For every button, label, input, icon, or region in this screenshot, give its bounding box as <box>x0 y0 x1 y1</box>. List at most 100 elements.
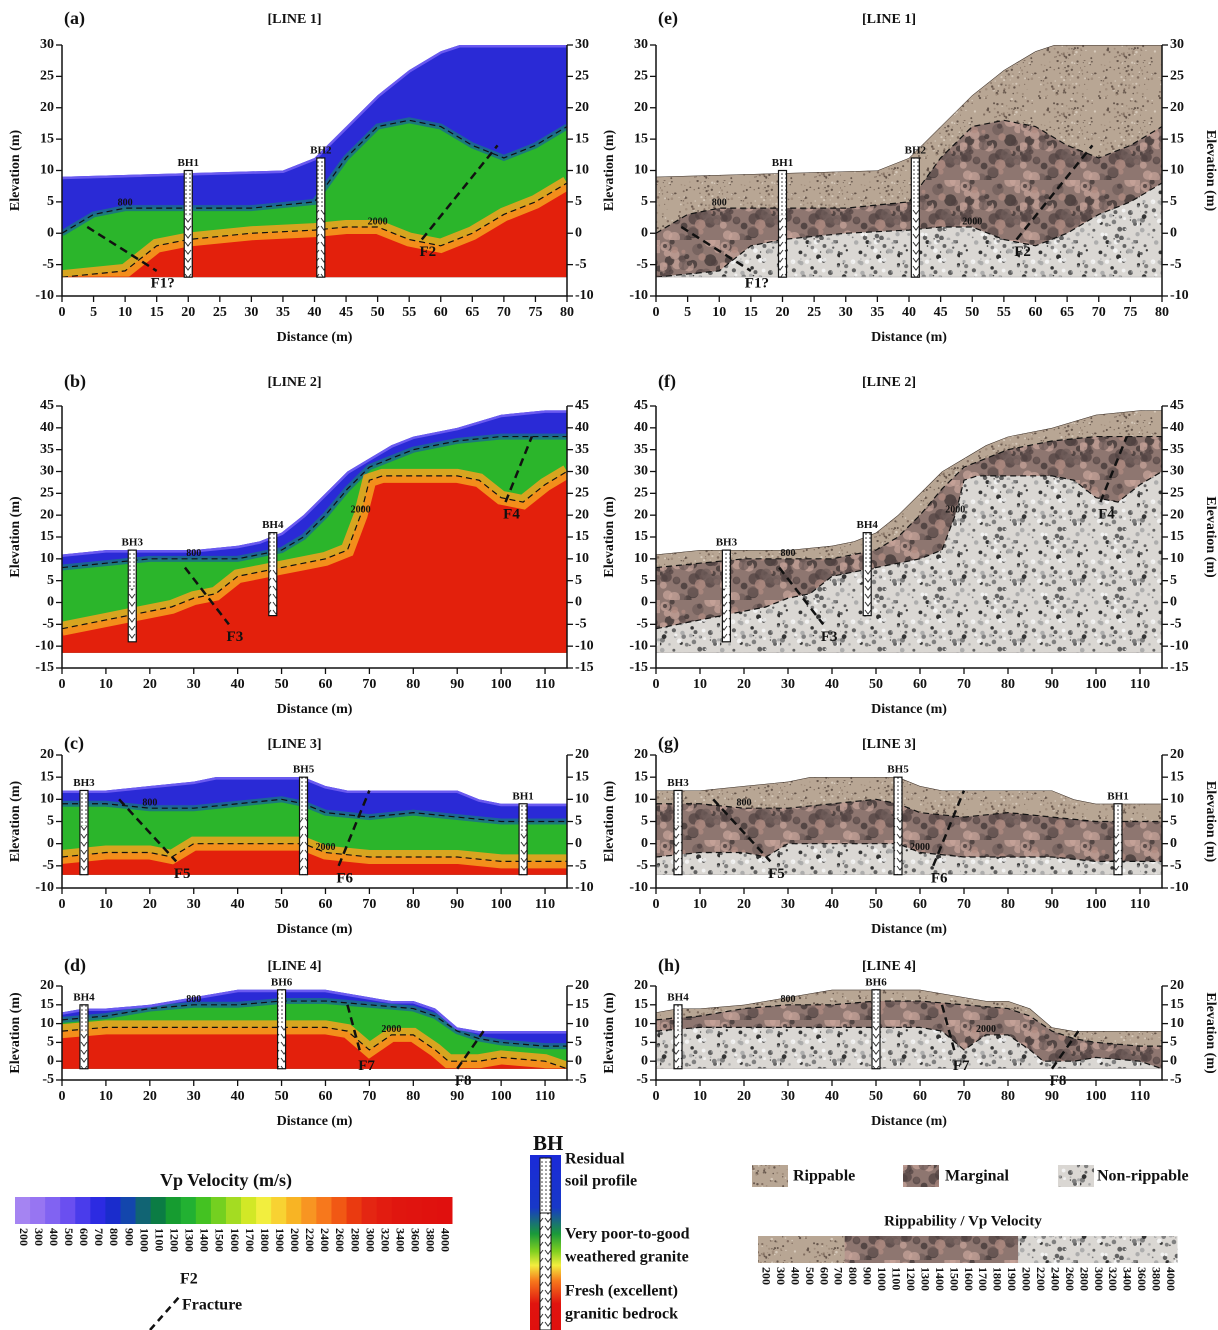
fracture-legend-label: Fracture <box>182 1297 242 1314</box>
y2-tick-label: 5 <box>575 1035 582 1050</box>
rippability-colorbar-cell <box>888 1236 903 1263</box>
y2-tick-label: -5 <box>1170 617 1182 632</box>
colorbar-tick-label: 3600 <box>1135 1267 1149 1291</box>
y2-tick-label: 30 <box>1170 37 1184 52</box>
panel-label: (c) <box>64 733 84 754</box>
y2-tick-label: 35 <box>1170 442 1184 457</box>
y-axis-label: Elevation (m) <box>8 130 23 212</box>
y2-tick-label: 25 <box>575 486 589 501</box>
velocity-colorbar-cell <box>195 1197 212 1224</box>
velocity-colorbar-cell <box>346 1197 363 1224</box>
x-tick-label: 20 <box>143 1089 157 1104</box>
rippability-colorbar-cell <box>772 1236 788 1263</box>
colorbar-tick-label: 1400 <box>933 1267 947 1291</box>
y-tick-label: -15 <box>629 660 648 675</box>
x-tick-label: 100 <box>1086 1089 1107 1104</box>
colorbar-tick-label: 600 <box>77 1228 91 1246</box>
x-tick-label: 50 <box>869 677 883 692</box>
fracture-legend-line <box>149 1295 181 1330</box>
panel-label: (d) <box>64 955 86 976</box>
y2-tick-label: -15 <box>1170 660 1189 675</box>
y-tick-label: 45 <box>40 398 54 413</box>
colorbar-tick-label: 700 <box>832 1267 846 1285</box>
y-tick-label: 45 <box>634 398 648 413</box>
x-tick-label: 100 <box>1086 897 1107 912</box>
panel-label: (h) <box>658 955 680 976</box>
colorbar-tick-label: 2400 <box>1048 1267 1062 1291</box>
y-tick-label: 25 <box>634 69 648 84</box>
x-tick-label: 40 <box>825 677 839 692</box>
colorbar-tick-label: 1600 <box>962 1267 976 1291</box>
rippability-colorbar-cell <box>989 1236 1005 1263</box>
borehole <box>183 169 193 278</box>
y-tick-label: 5 <box>47 1035 54 1050</box>
panel-label: (e) <box>658 8 678 29</box>
y-tick-label: 10 <box>40 551 54 566</box>
fracture-label: F2 <box>1014 244 1031 260</box>
bh-legend-rock <box>539 1212 552 1330</box>
x-tick-label: 60 <box>913 897 927 912</box>
x-tick-label: 10 <box>99 1089 113 1104</box>
bh-legend-label: soil profile <box>565 1173 637 1190</box>
y2-tick-label: -10 <box>1170 288 1189 303</box>
y-tick-label: 15 <box>634 529 648 544</box>
y2-tick-label: -10 <box>575 288 594 303</box>
x-tick-label: 20 <box>737 1089 751 1104</box>
y-tick-label: 10 <box>40 163 54 178</box>
y2-tick-label: 5 <box>1170 1035 1177 1050</box>
contour-line <box>62 119 567 234</box>
y2-tick-label: 0 <box>575 595 582 610</box>
colorbar-tick-label: 1200 <box>167 1228 181 1252</box>
rippability-colorbar-cell <box>786 1236 802 1263</box>
y-tick-label: 35 <box>40 442 54 457</box>
y2-tick-label: 30 <box>575 464 589 479</box>
x-tick-label: 10 <box>712 305 726 320</box>
x-tick-label: 50 <box>869 1089 883 1104</box>
x-tick-label: 60 <box>913 1089 927 1104</box>
x-tick-label: 45 <box>339 305 353 320</box>
layer-below-contour <box>656 1027 1162 1069</box>
x-axis-label: Distance (m) <box>277 922 353 937</box>
fracture-label: F2 <box>419 244 436 260</box>
y-tick-label: 25 <box>634 486 648 501</box>
borehole-rock <box>863 567 872 616</box>
fracture <box>778 566 825 626</box>
borehole-rock <box>184 215 193 278</box>
y2-tick-label: 20 <box>575 978 589 993</box>
x-axis-label: Distance (m) <box>277 330 353 345</box>
x-tick-label: 50 <box>371 305 385 320</box>
fracture-label: F3 <box>227 629 244 645</box>
y-tick-label: 10 <box>40 1016 54 1031</box>
x-tick-label: 40 <box>902 305 916 320</box>
velocity-colorbar-cell <box>210 1197 227 1224</box>
velocity-colorbar-cell <box>376 1197 393 1224</box>
borehole-label: BH1 <box>178 157 199 169</box>
x-tick-label: 110 <box>535 677 555 692</box>
x-tick-label: 70 <box>497 305 511 320</box>
rippability-legend-label: Non-rippable <box>1097 1168 1189 1185</box>
contour-label: 800 <box>186 994 201 1005</box>
x-tick-label: 0 <box>653 305 660 320</box>
borehole-soil <box>911 157 920 209</box>
colorbar-tick-label: 2400 <box>318 1228 332 1252</box>
contour-label: 800 <box>781 548 796 559</box>
layer-below-contour <box>656 471 1162 653</box>
rippability-colorbar-cell <box>945 1236 961 1263</box>
borehole <box>673 789 683 876</box>
y-tick-label: 0 <box>641 1053 648 1068</box>
x-tick-label: 0 <box>653 677 660 692</box>
fracture <box>932 789 966 867</box>
y2-tick-label: 20 <box>1170 507 1184 522</box>
x-tick-label: 75 <box>1123 305 1137 320</box>
x-tick-label: 70 <box>1092 305 1106 320</box>
fracture <box>456 1030 485 1070</box>
borehole-rock <box>674 825 682 875</box>
fracture <box>346 1004 362 1055</box>
y2-tick-label: 30 <box>575 37 589 52</box>
contour-label: 800 <box>737 797 752 808</box>
velocity-colorbar-cell <box>75 1197 91 1224</box>
y2-tick-label: -5 <box>575 617 587 632</box>
y-tick-label: 20 <box>40 978 54 993</box>
velocity-colorbar-cell <box>60 1197 76 1224</box>
